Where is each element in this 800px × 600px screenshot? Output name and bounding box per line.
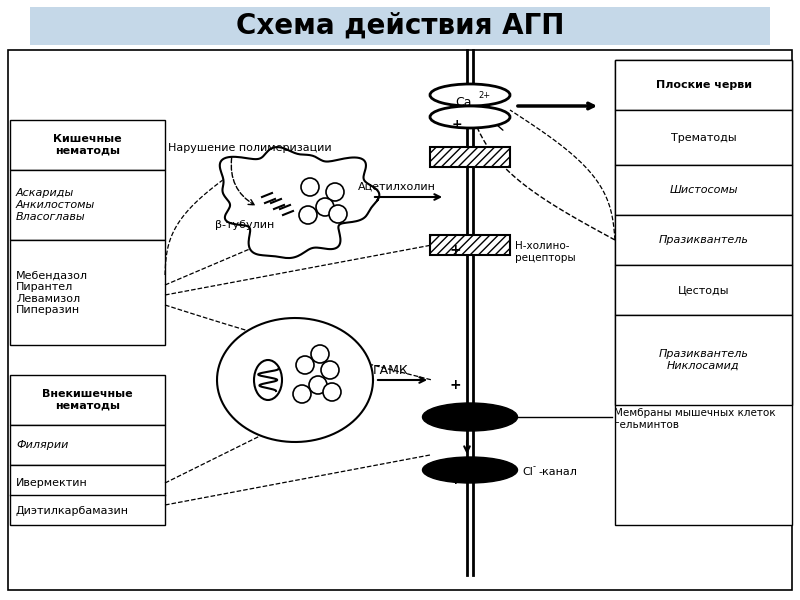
FancyBboxPatch shape xyxy=(615,215,792,265)
Circle shape xyxy=(296,356,314,374)
Circle shape xyxy=(293,385,311,403)
Text: Схема действия АГП: Схема действия АГП xyxy=(236,12,564,40)
Circle shape xyxy=(301,178,319,196)
Text: Ивермектин: Ивермектин xyxy=(16,478,88,488)
Circle shape xyxy=(316,198,334,216)
Text: Шистосомы: Шистосомы xyxy=(670,185,738,195)
FancyBboxPatch shape xyxy=(615,165,792,215)
FancyBboxPatch shape xyxy=(615,265,792,315)
FancyBboxPatch shape xyxy=(10,465,165,525)
Text: Празиквантель: Празиквантель xyxy=(658,235,749,245)
Text: Диэтилкарбамазин: Диэтилкарбамазин xyxy=(16,506,129,516)
FancyBboxPatch shape xyxy=(10,240,165,345)
Text: Аскариды
Анкилостомы
Власоглавы: Аскариды Анкилостомы Власоглавы xyxy=(16,188,95,221)
Text: +: + xyxy=(452,118,462,131)
Ellipse shape xyxy=(430,106,510,128)
FancyBboxPatch shape xyxy=(10,425,165,465)
Circle shape xyxy=(299,206,317,224)
FancyBboxPatch shape xyxy=(10,120,165,170)
Text: +: + xyxy=(449,473,461,487)
Text: Филярии: Филярии xyxy=(16,440,68,450)
Circle shape xyxy=(321,361,339,379)
Text: Трематоды: Трематоды xyxy=(670,133,736,143)
FancyBboxPatch shape xyxy=(8,50,792,590)
FancyBboxPatch shape xyxy=(615,315,792,405)
Ellipse shape xyxy=(422,457,518,483)
Text: Кишечные
нематоды: Кишечные нематоды xyxy=(53,134,122,156)
Text: Мебендазол
Пирантел
Левамизол
Пиперазин: Мебендазол Пирантел Левамизол Пиперазин xyxy=(16,271,88,316)
FancyBboxPatch shape xyxy=(615,110,792,165)
Circle shape xyxy=(323,383,341,401)
Text: Ca: Ca xyxy=(455,95,471,109)
Text: Ацетилхолин: Ацетилхолин xyxy=(358,182,436,192)
Circle shape xyxy=(309,376,327,394)
Text: -: - xyxy=(533,463,536,472)
Text: Мембраны мышечных клеток
гельминтов: Мембраны мышечных клеток гельминтов xyxy=(614,408,776,430)
Text: Cl: Cl xyxy=(522,467,533,477)
Ellipse shape xyxy=(430,84,510,106)
Ellipse shape xyxy=(422,403,518,431)
Text: Н-холино-
рецепторы: Н-холино- рецепторы xyxy=(515,241,576,263)
Text: +: + xyxy=(449,378,461,392)
FancyBboxPatch shape xyxy=(615,60,792,525)
Circle shape xyxy=(311,345,329,363)
Bar xyxy=(430,235,510,255)
Circle shape xyxy=(329,205,347,223)
FancyBboxPatch shape xyxy=(10,375,165,425)
Text: ГАМК: ГАМК xyxy=(373,364,409,377)
Polygon shape xyxy=(220,147,379,258)
Text: 2+: 2+ xyxy=(478,91,490,100)
Text: β-тубулин: β-тубулин xyxy=(215,220,274,230)
Circle shape xyxy=(326,183,344,201)
Text: -канал: -канал xyxy=(538,467,577,477)
FancyBboxPatch shape xyxy=(615,60,792,110)
FancyBboxPatch shape xyxy=(10,170,165,240)
Text: Плоские черви: Плоские черви xyxy=(655,80,751,90)
Text: Нарушение полимеризации: Нарушение полимеризации xyxy=(168,143,332,153)
Text: Цестоды: Цестоды xyxy=(678,285,730,295)
Bar xyxy=(430,147,510,167)
Text: Внекишечные
нематоды: Внекишечные нематоды xyxy=(42,389,133,411)
FancyBboxPatch shape xyxy=(30,7,770,45)
Text: +: + xyxy=(449,243,461,257)
Text: Празиквантель
Никлосамид: Празиквантель Никлосамид xyxy=(658,349,749,371)
Polygon shape xyxy=(217,318,373,442)
